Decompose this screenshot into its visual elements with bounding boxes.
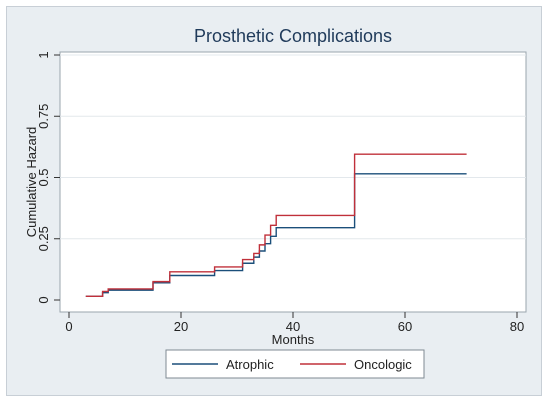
x-tick-label: 40 [286,319,300,334]
plot-area [59,51,527,313]
x-tick-label: 20 [174,319,188,334]
y-tick-label: 1 [36,51,51,58]
axes: 0 0.25 0.5 0.75 1 0 20 40 60 80 [36,51,524,334]
x-axis-label: Months [272,332,315,347]
legend-label-oncologic: Oncologic [354,357,412,372]
series-line-oncologic [85,153,467,298]
series-lines [85,153,467,298]
x-tick-label: 60 [398,319,412,334]
y-tick-label: 0.75 [36,104,51,129]
y-axis-label: Cumulative Hazard [24,127,39,238]
y-tick-label: 0 [36,296,51,303]
legend-label-atrophic: Atrophic [226,357,274,372]
x-tick-label: 80 [510,319,524,334]
gridlines [60,54,526,240]
y-tick-label: 0.5 [36,168,51,186]
x-tick-label: 0 [65,319,72,334]
series-line-atrophic [85,173,467,298]
legend: Atrophic Oncologic [165,349,425,379]
chart-title: Prosthetic Complications [194,26,392,46]
y-tick-label: 0.25 [36,226,51,251]
